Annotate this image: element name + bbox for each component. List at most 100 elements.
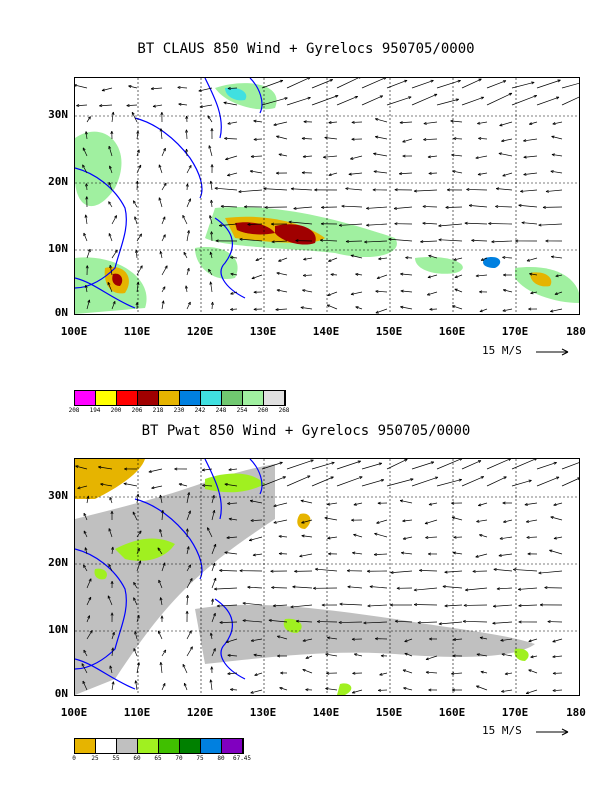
wind-arrow-icon: [420, 240, 438, 244]
colorbar-swatch: [138, 739, 159, 753]
wind-arrow-icon: [252, 553, 263, 557]
wind-arrow-icon: [400, 305, 413, 310]
wind-arrow-icon: [355, 306, 363, 310]
wind-arrow-icon: [444, 570, 463, 574]
wind-arrow-icon: [551, 153, 563, 157]
colorbar-swatch: [222, 739, 243, 753]
wind-arrow-icon: [388, 237, 413, 242]
wind-arrow-icon: [301, 171, 313, 175]
wind-arrow-icon: [242, 601, 263, 606]
wind-arrow-icon: [350, 254, 363, 259]
wind-arrow-icon: [530, 655, 538, 659]
wind-arrow-icon: [273, 121, 288, 126]
wind-arrow-icon: [255, 257, 263, 261]
wind-arrow-icon: [413, 587, 438, 592]
wind-arrow-icon: [136, 265, 143, 276]
wind-arrow-icon: [134, 680, 138, 691]
wind-arrow-icon: [479, 308, 488, 313]
wind-arrow-icon: [211, 577, 217, 589]
wind-arrow-icon: [211, 598, 214, 606]
wind-arrow-icon: [263, 187, 288, 191]
wind-arrow-icon: [336, 95, 358, 106]
wind-arrow-icon: [339, 602, 363, 606]
wind-arrow-icon: [488, 222, 513, 226]
wind-arrow-icon: [108, 145, 113, 157]
wind-arrow-icon: [159, 250, 163, 259]
wind-arrow-icon: [315, 567, 338, 572]
wind-arrow-icon: [452, 654, 463, 658]
wind-arrow-icon: [427, 155, 438, 159]
wind-arrow-icon: [186, 510, 191, 521]
wind-arrow-icon: [523, 172, 538, 176]
wind-arrow-icon: [288, 220, 313, 225]
wind-arrow-icon: [136, 662, 140, 674]
wind-arrow-icon: [206, 527, 213, 538]
top-y-tick: 30N: [48, 108, 68, 121]
wind-arrow-icon: [247, 585, 263, 589]
wind-arrow-icon: [325, 687, 338, 691]
wind-arrow-icon: [261, 476, 286, 487]
wind-arrow-icon: [411, 79, 434, 89]
bottom-x-tick: 140E: [312, 706, 340, 719]
wind-arrow-icon: [526, 535, 538, 539]
wind-arrow-icon: [213, 587, 238, 591]
wind-arrow-icon: [224, 136, 238, 140]
wind-arrow-icon: [305, 688, 313, 692]
wind-arrow-icon: [402, 536, 413, 540]
wind-arrow-icon: [250, 154, 263, 158]
wind-arrow-icon: [426, 291, 438, 296]
wind-arrow-icon: [511, 459, 537, 470]
wind-arrow-icon: [211, 612, 216, 623]
wind-arrow-icon: [250, 638, 263, 642]
wind-arrow-icon: [185, 115, 189, 123]
wind-arrow-icon: [183, 682, 188, 691]
wind-arrow-icon: [330, 273, 338, 277]
wind-arrow-icon: [552, 121, 563, 125]
wind-arrow-icon: [493, 568, 513, 572]
wind-arrow-icon: [273, 519, 288, 524]
wind-arrow-icon: [210, 666, 214, 674]
wind-arrow-icon: [227, 121, 238, 125]
wind-arrow-icon: [126, 103, 138, 107]
wind-arrow-icon: [278, 257, 288, 262]
wind-arrow-icon: [136, 130, 140, 140]
wind-vectors: [75, 78, 579, 314]
wind-arrow-icon: [438, 223, 463, 228]
wind-arrow-icon: [380, 654, 388, 658]
wind-arrow-icon: [186, 301, 191, 310]
wind-arrow-icon: [302, 155, 313, 159]
wind-arrow-icon: [319, 238, 338, 242]
wind-arrow-icon: [158, 579, 163, 589]
wind-arrow-icon: [182, 214, 188, 225]
wind-arrow-icon: [550, 170, 563, 174]
wind-arrow-icon: [253, 653, 263, 657]
wind-arrow-icon: [552, 655, 563, 659]
wind-arrow-icon: [100, 482, 113, 487]
wind-vectors: [75, 459, 579, 695]
wind-arrow-icon: [453, 137, 463, 141]
wind-arrow-icon: [261, 97, 288, 106]
wind-arrow-icon: [422, 221, 438, 225]
wind-arrow-icon: [209, 251, 213, 259]
colorbar-label: 67.45: [232, 755, 252, 762]
wind-arrow-icon: [476, 519, 488, 523]
wind-arrow-icon: [336, 476, 363, 487]
wind-arrow-icon: [108, 181, 113, 191]
wind-arrow-icon: [161, 649, 167, 657]
wind-arrow-icon: [311, 79, 333, 89]
colorbar-swatch: [201, 391, 222, 405]
wind-arrow-icon: [83, 649, 88, 657]
wind-arrow-icon: [272, 604, 288, 608]
wind-arrow-icon: [336, 460, 361, 470]
wind-arrow-icon: [270, 569, 288, 573]
wind-arrow-icon: [158, 164, 163, 174]
wind-arrow-icon: [476, 685, 488, 691]
wind-arrow-icon: [327, 636, 338, 640]
top-x-tick: 170E: [501, 325, 529, 338]
wind-arrow-icon: [161, 216, 166, 225]
wind-arrow-icon: [411, 93, 438, 106]
wind-arrow-icon: [86, 495, 90, 504]
wind-arrow-icon: [544, 586, 563, 590]
wind-arrow-icon: [225, 638, 238, 644]
wind-arrow-icon: [109, 264, 113, 276]
